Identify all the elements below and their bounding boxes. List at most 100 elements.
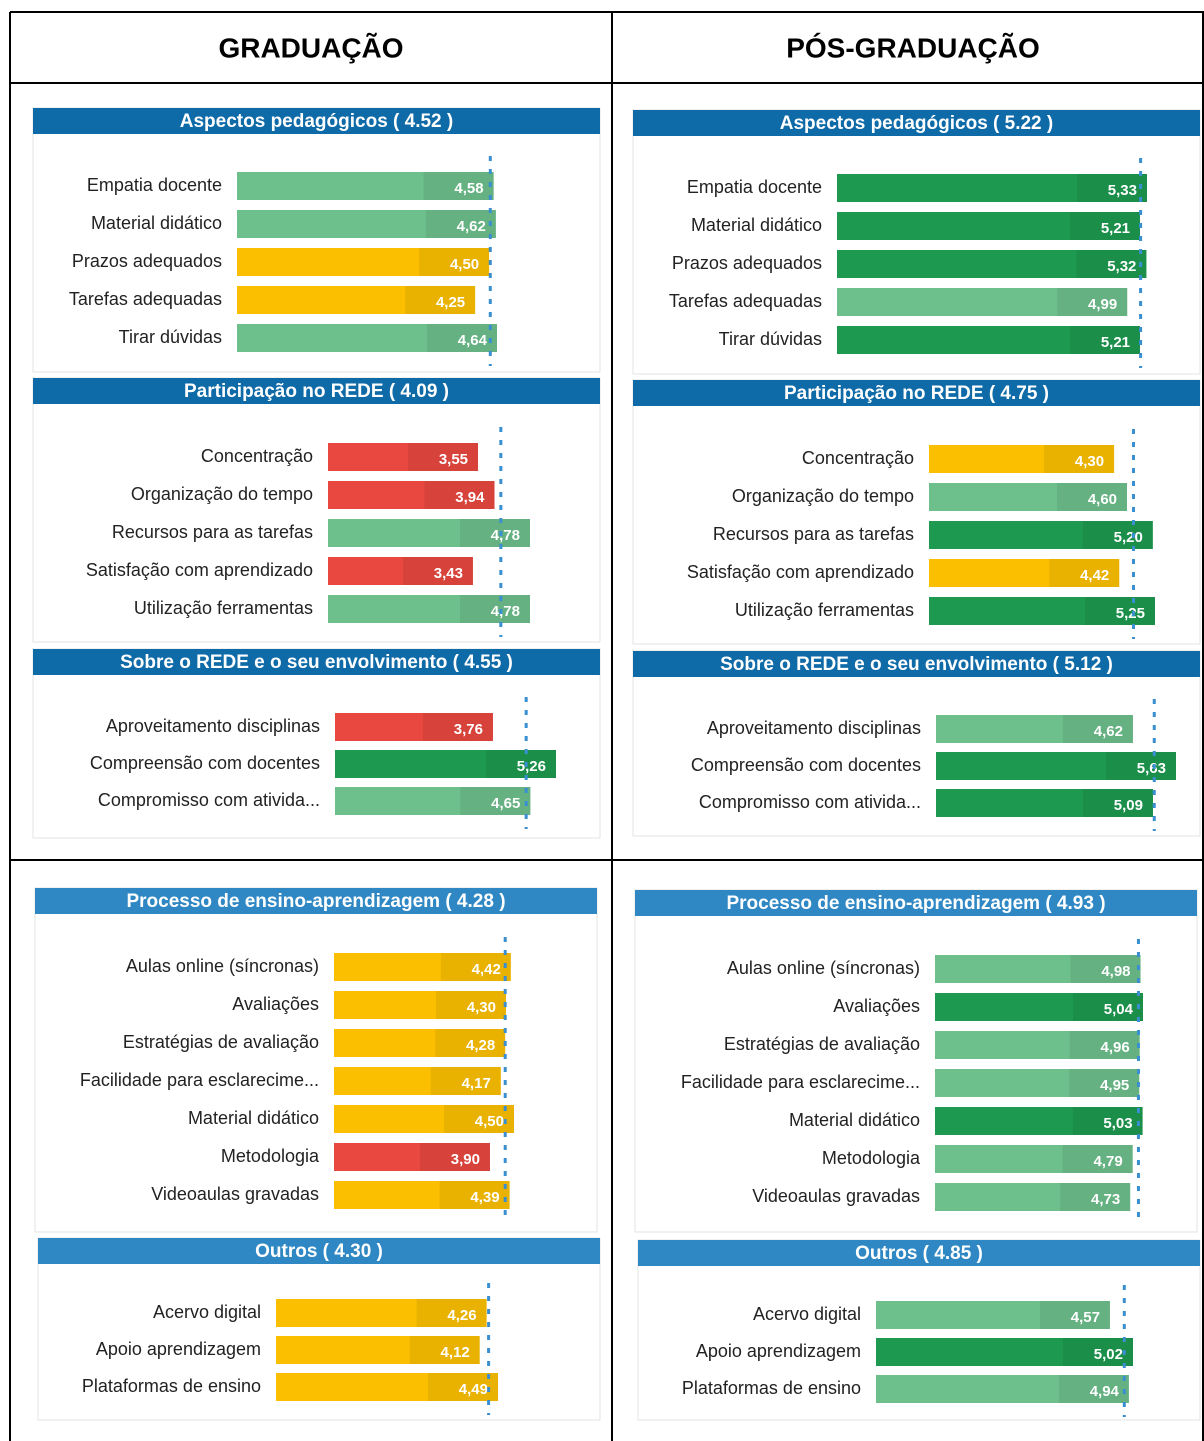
bar-shade bbox=[408, 443, 479, 471]
bar bbox=[876, 1338, 1133, 1366]
item-label: Apoio aprendizagem bbox=[696, 1341, 861, 1361]
panel-title: Processo de ensino-aprendizagem ( 4.28 ) bbox=[126, 891, 505, 912]
bar-shade bbox=[1039, 1301, 1110, 1329]
bar-shade bbox=[444, 1105, 514, 1133]
bar bbox=[837, 326, 1141, 354]
bar bbox=[328, 595, 530, 623]
bar bbox=[929, 521, 1153, 549]
bar-shade bbox=[427, 324, 497, 352]
value-label: 4,79 bbox=[1093, 1153, 1122, 1170]
item-label: Tarefas adequadas bbox=[669, 291, 822, 311]
bar-shade bbox=[1077, 174, 1147, 202]
bar bbox=[276, 1299, 487, 1327]
panel bbox=[34, 887, 598, 1233]
item-label: Material didático bbox=[789, 1110, 920, 1130]
bar bbox=[876, 1301, 1110, 1329]
bar bbox=[935, 955, 1141, 983]
panel-title-bar bbox=[33, 108, 600, 134]
value-label: 4,98 bbox=[1101, 963, 1130, 980]
bar-shade bbox=[1049, 559, 1120, 587]
value-label: 4,25 bbox=[436, 294, 465, 311]
bar bbox=[935, 1183, 1131, 1211]
bar-shade bbox=[1072, 1107, 1143, 1135]
bar-shade bbox=[1082, 789, 1153, 817]
value-label: 5,02 bbox=[1094, 1346, 1123, 1363]
value-label: 4,73 bbox=[1091, 1191, 1120, 1208]
bar bbox=[328, 481, 495, 509]
bar bbox=[276, 1373, 498, 1401]
item-label: Aproveitamento disciplinas bbox=[106, 716, 320, 736]
item-label: Empatia docente bbox=[87, 175, 222, 195]
panel-title-bar bbox=[633, 380, 1200, 406]
value-label: 4,78 bbox=[491, 603, 520, 620]
bar-shade bbox=[1060, 1183, 1131, 1211]
bar-shade bbox=[1058, 1375, 1129, 1403]
value-label: 5,63 bbox=[1137, 760, 1166, 777]
bar bbox=[334, 1181, 510, 1209]
bar-shade bbox=[1044, 445, 1115, 473]
bar-shade bbox=[425, 210, 496, 238]
bar-shade bbox=[424, 481, 495, 509]
item-label: Utilização ferramentas bbox=[735, 600, 914, 620]
bar bbox=[335, 713, 493, 741]
bar bbox=[276, 1336, 480, 1364]
bar bbox=[328, 443, 479, 471]
item-label: Estratégias de avaliação bbox=[724, 1034, 920, 1054]
item-label: Recursos para as tarefas bbox=[713, 524, 914, 544]
value-label: 4,64 bbox=[458, 332, 488, 349]
item-label: Avaliações bbox=[232, 994, 319, 1014]
bar bbox=[936, 715, 1133, 743]
item-label: Acervo digital bbox=[753, 1304, 861, 1324]
value-label: 4,95 bbox=[1100, 1077, 1129, 1094]
panel-title-bar bbox=[38, 1238, 600, 1264]
bar bbox=[334, 1067, 501, 1095]
bar bbox=[837, 288, 1128, 316]
bar-shade bbox=[1070, 326, 1141, 354]
bar bbox=[334, 1105, 514, 1133]
item-label: Organização do tempo bbox=[131, 484, 313, 504]
item-label: Facilidade para esclarecime... bbox=[80, 1070, 319, 1090]
item-label: Compromisso com ativida... bbox=[98, 790, 320, 810]
bar-shade bbox=[423, 172, 494, 200]
bar-shade bbox=[409, 1336, 480, 1364]
bar bbox=[929, 445, 1115, 473]
item-label: Estratégias de avaliação bbox=[123, 1032, 319, 1052]
bar-shade bbox=[1057, 483, 1128, 511]
column-header: PÓS-GRADUAÇÃO bbox=[786, 32, 1040, 63]
bar bbox=[935, 1107, 1143, 1135]
value-label: 5,20 bbox=[1114, 529, 1143, 546]
panel-title: Sobre o REDE e o seu envolvimento ( 4.55… bbox=[120, 652, 513, 673]
item-label: Metodologia bbox=[822, 1148, 921, 1168]
table-grid bbox=[9, 11, 1204, 1441]
bar-shade bbox=[416, 1299, 487, 1327]
value-label: 4,94 bbox=[1090, 1383, 1120, 1400]
value-label: 4,58 bbox=[454, 180, 483, 197]
item-label: Compreensão com docentes bbox=[90, 753, 320, 773]
bar-shade bbox=[1070, 212, 1141, 240]
value-label: 4,57 bbox=[1071, 1309, 1100, 1326]
bar bbox=[935, 1145, 1133, 1173]
item-label: Utilização ferramentas bbox=[134, 598, 313, 618]
item-label: Tirar dúvidas bbox=[719, 329, 822, 349]
bar-shade bbox=[422, 713, 493, 741]
value-label: 5,25 bbox=[1116, 605, 1145, 622]
value-label: 4,42 bbox=[472, 961, 501, 978]
bar-shade bbox=[420, 1143, 490, 1171]
panel-title: Processo de ensino-aprendizagem ( 4.93 ) bbox=[726, 893, 1105, 914]
bar bbox=[935, 1069, 1140, 1097]
item-label: Videoaulas gravadas bbox=[151, 1184, 319, 1204]
value-label: 4,60 bbox=[1088, 491, 1117, 508]
value-label: 5,03 bbox=[1103, 1115, 1132, 1132]
column-header: GRADUAÇÃO bbox=[218, 32, 403, 63]
bar bbox=[935, 993, 1143, 1021]
bar-shade bbox=[428, 1373, 498, 1401]
value-label: 3,90 bbox=[451, 1151, 480, 1168]
item-label: Tirar dúvidas bbox=[119, 327, 222, 347]
item-label: Empatia docente bbox=[687, 177, 822, 197]
panel-title-bar bbox=[33, 378, 600, 404]
value-label: 4,50 bbox=[475, 1113, 504, 1130]
panel-title-bar bbox=[638, 1240, 1200, 1266]
bar-shade bbox=[1062, 1145, 1133, 1173]
bar bbox=[335, 787, 531, 815]
